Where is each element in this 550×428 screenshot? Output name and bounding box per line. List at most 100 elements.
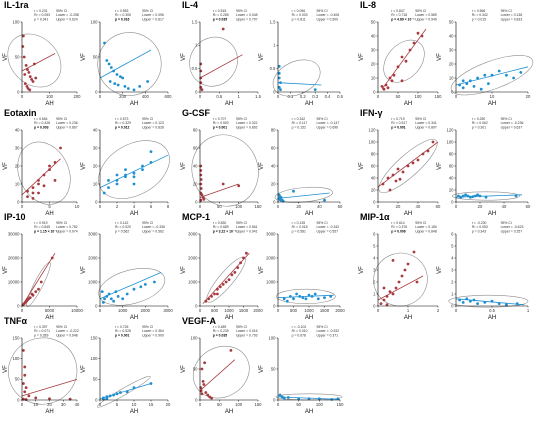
data-point (146, 80, 150, 83)
x-tick-label: 40 (502, 204, 507, 209)
data-point (21, 349, 25, 352)
x-tick-label: 1500 (320, 308, 330, 313)
stat-r: r = 0.573 (115, 117, 129, 121)
stat-ci-upper: Upper = 0.941 (236, 229, 258, 233)
stat-ci-upper: Upper = 0.797 (236, 17, 258, 21)
x-tick-label: 0.4 (325, 94, 331, 99)
y-tick-label: 100 (91, 19, 99, 24)
x-tick-label: 1000 (224, 308, 234, 313)
y-tick-label: 100 (269, 335, 277, 340)
x-tick-label: 0 (277, 204, 280, 209)
data-point (27, 71, 31, 74)
data-point (48, 397, 51, 401)
data-point (386, 176, 390, 180)
data-point (31, 186, 35, 190)
data-point (114, 290, 118, 293)
x-axis-label: AH (225, 409, 233, 415)
data-point (279, 88, 282, 92)
confidence-ellipse (373, 252, 428, 307)
data-point (221, 182, 225, 186)
data-point (202, 197, 206, 201)
stat-r2: R² = 0.020 (115, 225, 131, 229)
stat-ci-header: 95% CI (316, 221, 327, 225)
data-point (401, 170, 405, 174)
y-axis-label: VF (3, 365, 9, 373)
stat-p: p = 0.035 (213, 333, 228, 337)
data-point (397, 280, 401, 284)
y-tick-label: 50 (371, 19, 376, 24)
data-point (420, 34, 424, 38)
data-point (31, 191, 35, 195)
confidence-ellipse (98, 268, 166, 306)
stat-r: r = 0.654 (34, 117, 48, 121)
confidence-ellipse (7, 33, 62, 88)
data-point (221, 27, 225, 31)
stat-ci-upper: Upper = 0.637 (501, 125, 523, 129)
y-tick-label: 5 (373, 243, 376, 248)
stat-p: p = 4.89 × 10⁻⁶ (391, 17, 415, 21)
stat-ci-header: 95% CI (415, 9, 426, 13)
x-axis-label: AH (305, 315, 313, 321)
data-point (141, 168, 144, 172)
data-point (307, 293, 311, 297)
stat-p: p = 0.001 (115, 333, 130, 337)
panel-title: IL-4 (182, 0, 198, 10)
stat-p: p = 0.001 (391, 125, 406, 129)
data-point (107, 186, 110, 190)
data-point (411, 161, 415, 165)
x-axis-label: AH (404, 315, 412, 321)
data-point (200, 88, 204, 92)
data-point (102, 301, 105, 304)
y-tick-label: 10 (371, 75, 376, 80)
stat-r2: R² = 0.428 (34, 121, 50, 125)
stat-ci-lower: Lower = 0.782 (56, 225, 78, 229)
y-tick-label: 40 (449, 175, 454, 180)
stat-ci-header: 95% CI (56, 9, 67, 13)
stat-r2: R² = 0.376 (391, 225, 407, 229)
stat-ci-lower: Lower = -0.222 (56, 329, 79, 333)
panel-title: MIP-1α (360, 212, 390, 222)
data-point (426, 149, 430, 153)
x-axis-label: AH (488, 211, 496, 217)
y-tick-label: 0 (95, 303, 98, 308)
y-tick-label: 50 (15, 377, 20, 382)
stat-ci-header: 95% CI (236, 9, 247, 13)
x-tick-label: 0 (21, 308, 24, 313)
stat-ci-lower: Lower = -0.336 (142, 225, 165, 229)
y-tick-label: 2 (373, 279, 376, 284)
y-tick-label: 10 (449, 75, 454, 80)
stat-r2: R² = 0.718 (391, 13, 407, 17)
x-tick-label: 1.5 (255, 94, 261, 99)
stat-ci-header: 95% CI (142, 117, 153, 121)
data-point (132, 175, 136, 179)
x-tick-label: 10 (33, 402, 38, 407)
data-point (298, 295, 302, 298)
regression-line (199, 183, 239, 198)
y-tick-label: 10000 (8, 279, 20, 284)
y-tick-label: 1000 (266, 279, 276, 284)
data-point (124, 173, 127, 177)
y-axis-label: VF (81, 53, 87, 61)
x-tick-label: 50 (217, 204, 222, 209)
data-point (34, 76, 38, 80)
data-point (204, 299, 208, 303)
x-tick-label: 2000 (141, 308, 151, 313)
y-tick-label: 10 (15, 181, 20, 186)
stat-ci-lower: Lower = -0.342 (316, 225, 339, 229)
data-point (199, 178, 203, 181)
data-point (469, 299, 472, 303)
y-tick-label: 3000 (266, 231, 276, 236)
data-point (505, 303, 508, 307)
data-point (132, 386, 136, 389)
x-tick-label: 5 (116, 402, 119, 407)
y-tick-label: 0 (17, 199, 20, 204)
x-tick-label: 20 (526, 94, 531, 99)
y-tick-label: 20 (15, 163, 20, 168)
data-point (497, 69, 501, 73)
regression-line (21, 252, 56, 307)
x-tick-label: 1 (407, 308, 410, 313)
x-tick-label: 0 (199, 308, 202, 313)
data-point (202, 383, 206, 386)
